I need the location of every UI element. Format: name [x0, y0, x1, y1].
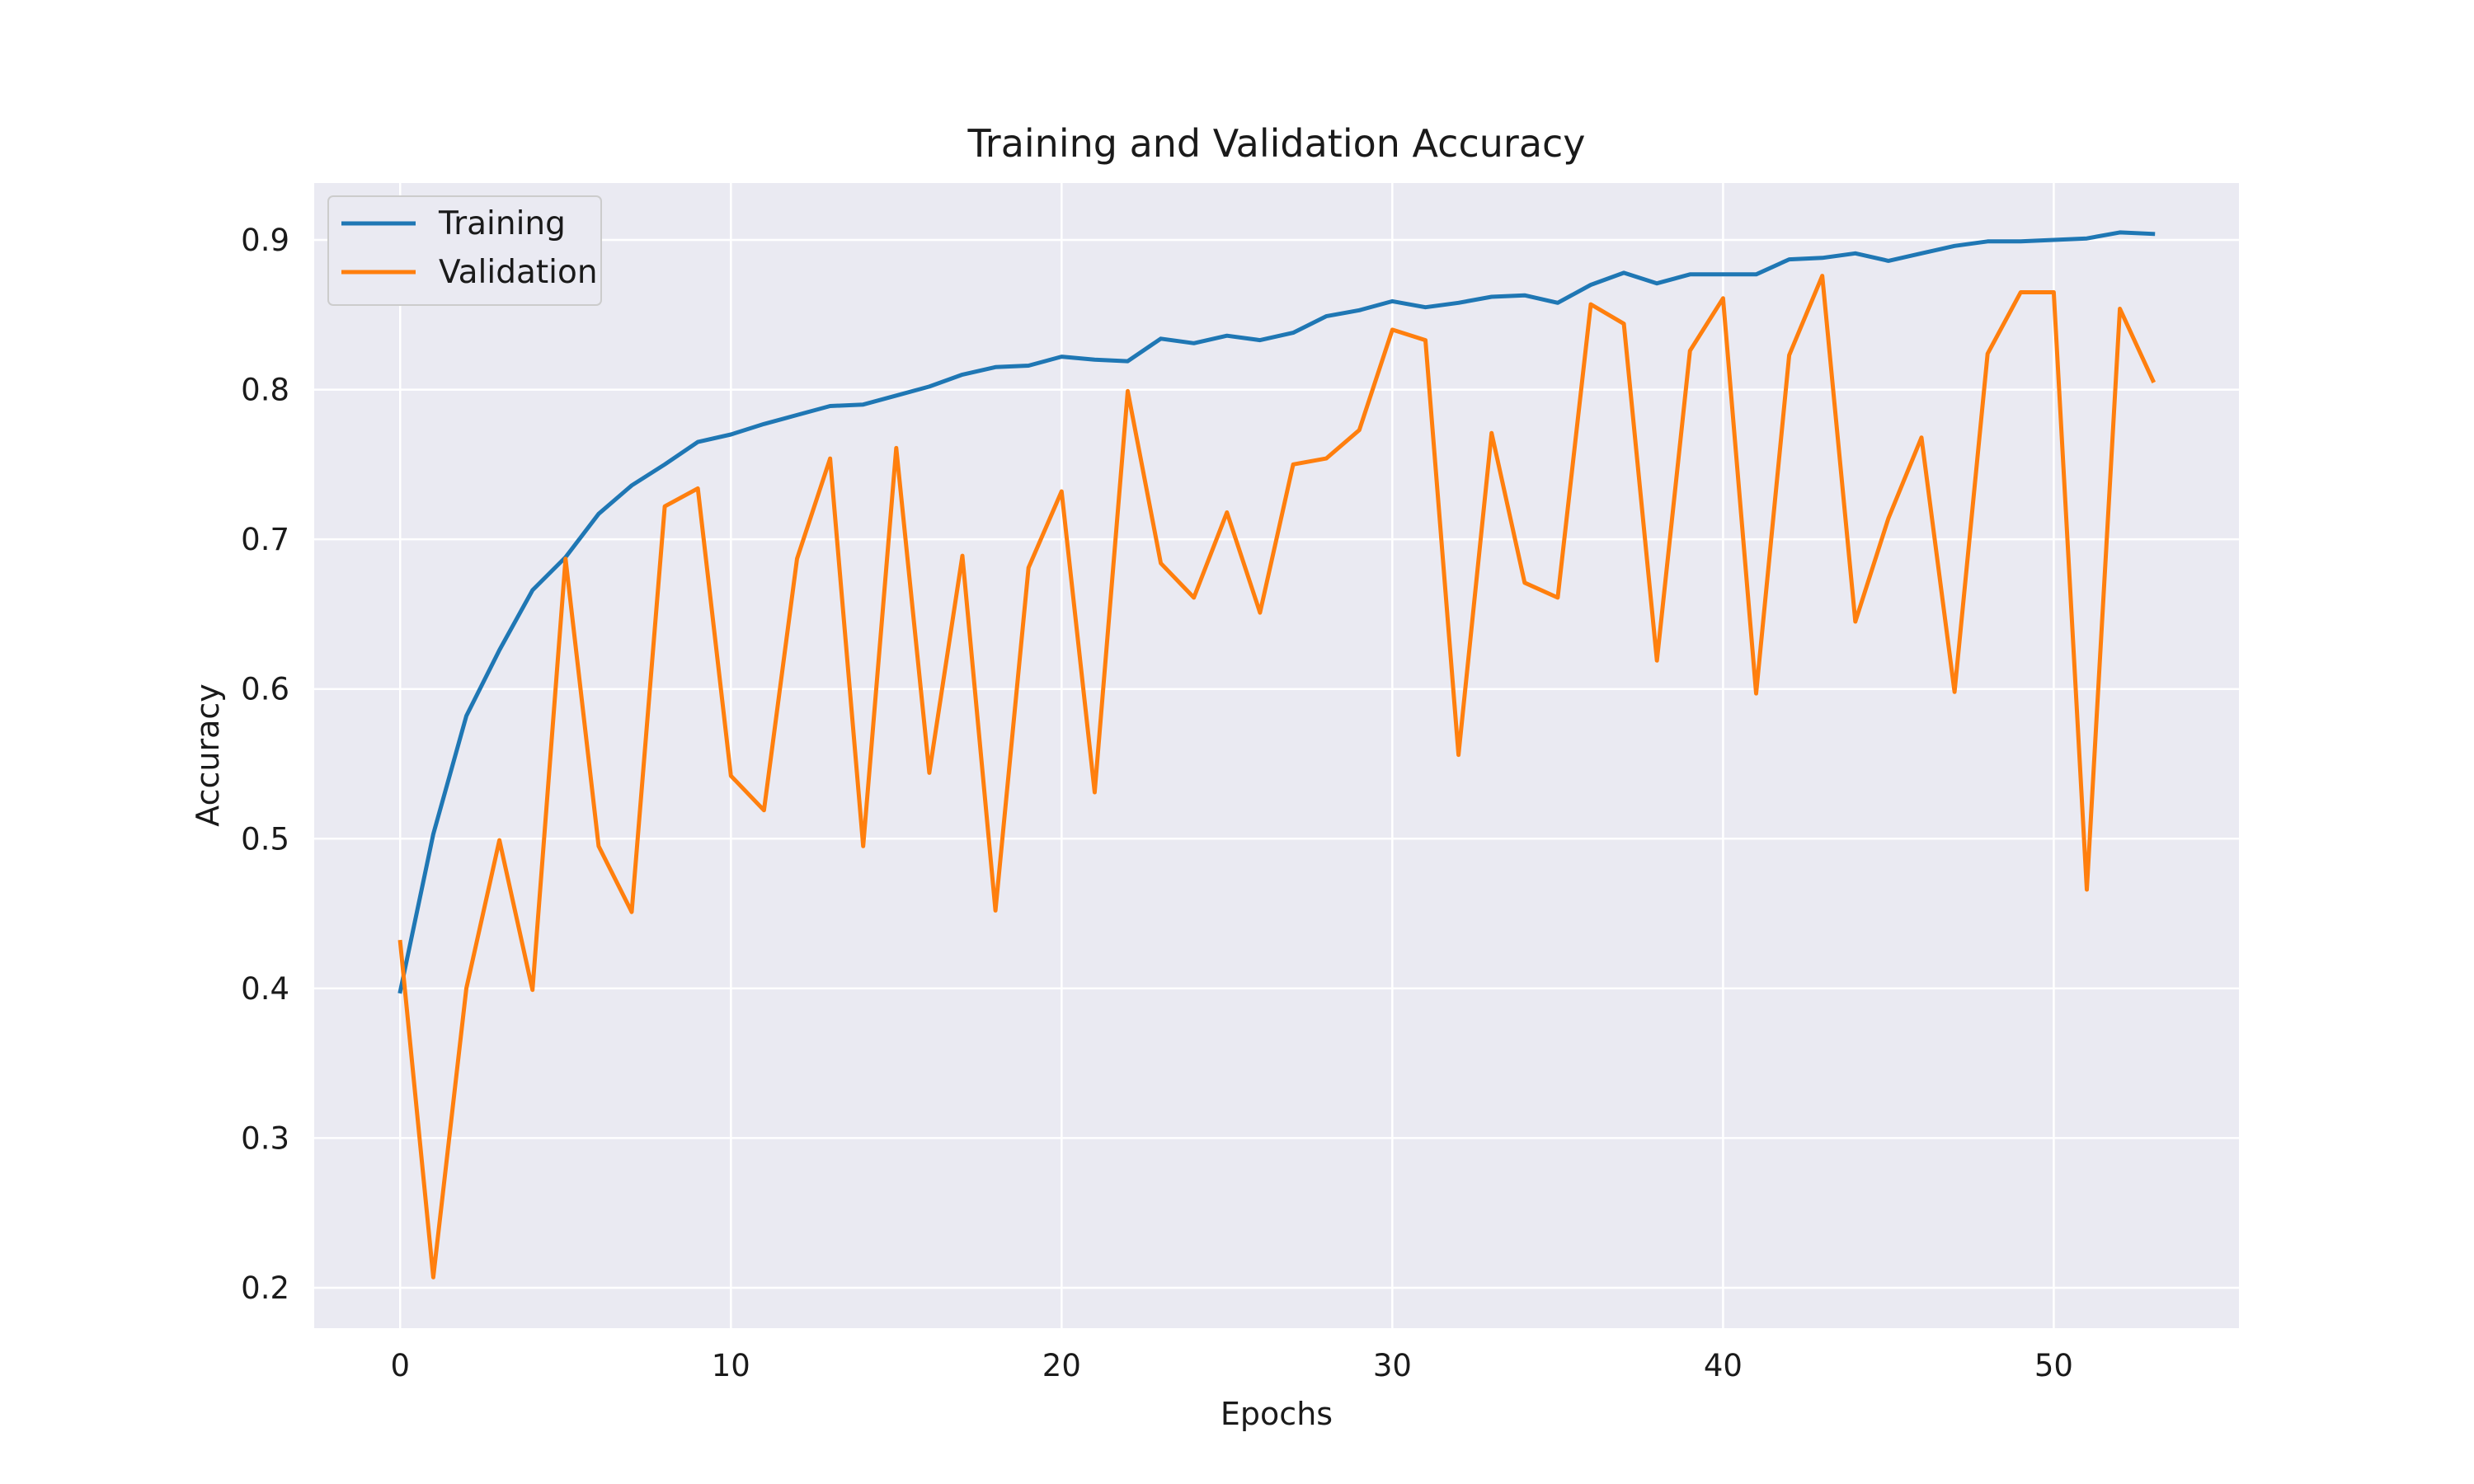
y-axis-label: Accuracy	[190, 683, 226, 827]
y-tick-label: 0.5	[241, 821, 289, 857]
x-tick-label: 10	[712, 1348, 750, 1383]
series-lines	[397, 230, 2157, 1280]
tick-labels: 0 10 20 30 40 50 0.2 0.3 0.4 0.5 0.6 0.7 0.8 0.9	[241, 223, 2073, 1383]
series-line-validation	[397, 274, 2157, 1280]
chart-title: Training and Validation Accuracy	[967, 121, 1585, 166]
x-axis-label: Epochs	[1221, 1396, 1333, 1432]
legend-label-validation: Validation	[439, 254, 598, 291]
x-tick-label: 0	[390, 1348, 410, 1383]
x-tick-label: 30	[1373, 1348, 1412, 1383]
legend-label-training: Training	[438, 205, 566, 242]
y-tick-label: 0.6	[241, 672, 289, 707]
x-tick-label: 20	[1042, 1348, 1081, 1383]
x-tick-label: 40	[1704, 1348, 1743, 1383]
series-line-training	[397, 230, 2156, 994]
legend: Training Validation	[327, 195, 602, 306]
y-tick-label: 0.2	[241, 1270, 289, 1306]
y-tick-label: 0.8	[241, 373, 289, 408]
plot-area	[314, 183, 2239, 1328]
x-tick-label: 50	[2034, 1348, 2073, 1383]
y-tick-label: 0.4	[241, 971, 289, 1007]
y-tick-label: 0.3	[241, 1120, 289, 1156]
y-tick-label: 0.7	[241, 522, 289, 557]
y-tick-label: 0.9	[241, 223, 289, 258]
grid	[314, 183, 2239, 1328]
